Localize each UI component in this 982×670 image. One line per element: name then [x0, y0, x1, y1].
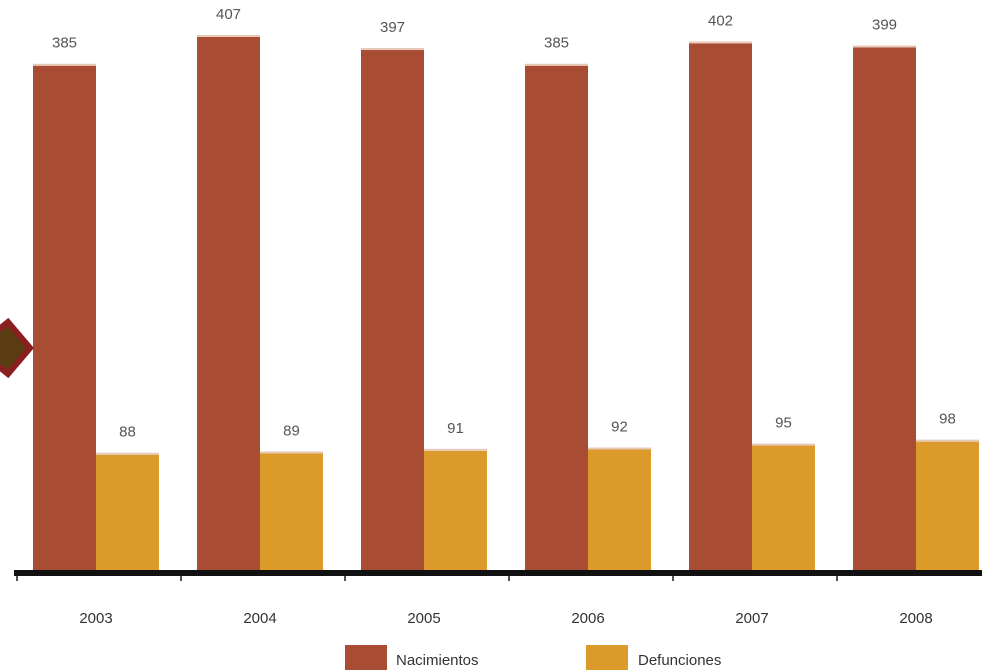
bar-nacimientos-2007: [689, 43, 752, 571]
value-label-nacimientos-2003: 385: [52, 35, 77, 52]
bar-defunciones-2006: [588, 449, 651, 570]
value-label-nacimientos-2008: 399: [872, 16, 897, 33]
bar-nacimientos-2003: [33, 65, 96, 571]
value-label-group: 385 88 407 89 397 91 385 92 402 95 399 98: [52, 6, 956, 441]
bar-defunciones-2005: [424, 450, 487, 570]
value-label-defunciones-2005: 91: [447, 420, 464, 437]
value-label-nacimientos-2006: 385: [544, 35, 569, 52]
value-label-nacimientos-2005: 397: [380, 19, 405, 36]
x-tick-label-2004: 2004: [243, 610, 276, 627]
bar-top-edge: [361, 48, 424, 51]
x-axis-tick: [508, 576, 510, 581]
x-tick-label-2003: 2003: [79, 610, 112, 627]
legend-swatch-nacimientos: [345, 645, 387, 670]
legend-label-nacimientos: Nacimientos: [396, 652, 479, 669]
legend-label-defunciones: Defunciones: [638, 652, 721, 669]
bar-defunciones-2007: [752, 445, 815, 570]
bar-nacimientos-2006: [525, 65, 588, 571]
bar-top-edge: [424, 448, 487, 451]
value-label-defunciones-2003: 88: [119, 424, 136, 441]
x-tick-label-2006: 2006: [571, 610, 604, 627]
x-axis-tick: [180, 576, 182, 581]
bar-top-edge: [689, 41, 752, 44]
x-axis-line: [14, 570, 982, 576]
value-label-nacimientos-2004: 407: [216, 6, 241, 23]
bar-top-edge: [96, 452, 159, 455]
bar-nacimientos-2004: [197, 36, 260, 571]
bar-top-edge: [33, 63, 96, 66]
bar-nacimientos-2005: [361, 50, 424, 570]
bar-defunciones-2004: [260, 453, 323, 570]
x-axis-tick: [16, 576, 18, 581]
x-tick-label-2005: 2005: [407, 610, 440, 627]
value-label-defunciones-2004: 89: [283, 422, 300, 439]
bar-top-edge: [525, 63, 588, 66]
value-label-defunciones-2007: 95: [775, 415, 792, 432]
bar-defunciones-2003: [96, 454, 159, 570]
bar-top-edge: [916, 439, 979, 442]
bar-top-edge: [260, 451, 323, 454]
bar-top-edge: [588, 447, 651, 450]
bar-group: [33, 34, 979, 571]
bar-nacimientos-2008: [853, 47, 916, 570]
value-label-nacimientos-2007: 402: [708, 12, 733, 29]
x-tick-label-2008: 2008: [899, 610, 932, 627]
x-tick-label-group: 2003 2004 2005 2006 2007 2008: [79, 610, 932, 627]
bar-top-edge: [853, 45, 916, 48]
x-tick-label-2007: 2007: [735, 610, 768, 627]
value-label-defunciones-2008: 98: [939, 411, 956, 428]
value-label-defunciones-2006: 92: [611, 419, 628, 436]
bar-top-edge: [752, 443, 815, 446]
legend: Nacimientos Defunciones: [345, 645, 721, 670]
legend-swatch-defunciones: [586, 645, 628, 670]
bar-defunciones-2008: [916, 441, 979, 570]
x-axis-tick: [344, 576, 346, 581]
diamond-arrow-icon: [0, 317, 34, 379]
x-axis-tick: [836, 576, 838, 581]
bar-top-edge: [197, 34, 260, 37]
x-axis: [14, 570, 982, 581]
x-axis-tick: [672, 576, 674, 581]
